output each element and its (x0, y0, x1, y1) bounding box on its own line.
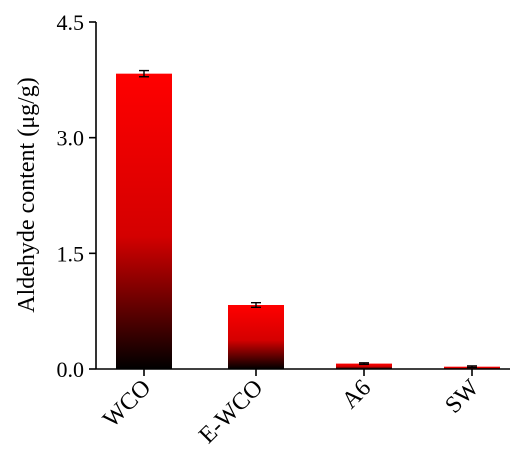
x-tick-label-sw: SW (440, 375, 484, 419)
plot-area (116, 69, 500, 370)
x-tick-label-e-wco: E-WCO (194, 375, 268, 449)
error-bar-e-wco (251, 301, 261, 309)
y-axis-ticks: 0.0 1.5 3.0 4.5 (57, 10, 96, 382)
x-tick-label-a6: A6 (337, 375, 376, 414)
bar-e-wco (228, 304, 284, 369)
bar-a6 (336, 363, 392, 369)
y-tick-label: 1.5 (57, 241, 85, 266)
error-bar-sw (467, 365, 477, 369)
error-bar-a6 (359, 362, 369, 366)
error-bar-wco (139, 69, 149, 78)
x-tick-label-wco: WCO (98, 375, 156, 433)
y-tick-label: 4.5 (57, 10, 85, 35)
y-tick-label: 0.0 (57, 357, 85, 382)
x-axis-labels: WCO E-WCO A6 SW (98, 369, 484, 449)
bar-wco (116, 73, 172, 370)
y-tick-label: 3.0 (57, 126, 85, 151)
y-axis-title: Aldehyde content (μg/g) (14, 77, 40, 312)
